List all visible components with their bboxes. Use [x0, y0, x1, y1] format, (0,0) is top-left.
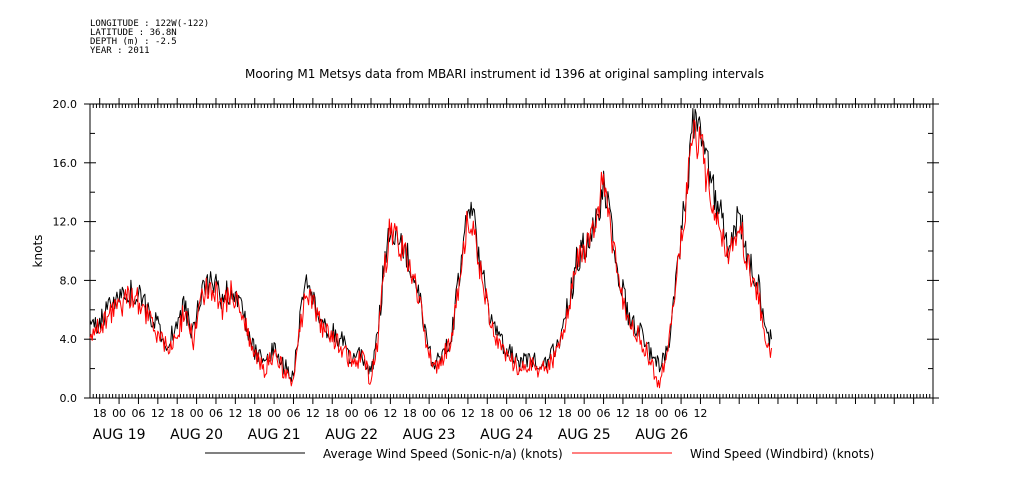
x-tick-label: 00 — [422, 407, 436, 420]
x-tick-label: 18 — [403, 407, 417, 420]
x-tick-label: 06 — [286, 407, 300, 420]
x-tick-label: 12 — [228, 407, 242, 420]
x-tick-label: 12 — [538, 407, 552, 420]
year-label: YEAR : 2011 — [90, 46, 150, 56]
day-label: AUG 24 — [480, 427, 533, 443]
legend-label-average: Average Wind Speed (Sonic-n/a) (knots) — [323, 447, 563, 461]
day-label: AUG 21 — [248, 427, 301, 443]
longitude-label: LONGITUDE : 122W(-122) — [90, 19, 210, 29]
x-tick-label: 00 — [577, 407, 591, 420]
day-label: AUG 20 — [170, 427, 223, 443]
legend: Average Wind Speed (Sonic-n/a) (knots) Wi… — [205, 447, 874, 461]
x-tick-label: 18 — [635, 407, 649, 420]
x-tick-label: 06 — [364, 407, 378, 420]
x-tick-label: 12 — [616, 407, 630, 420]
y-tick-label: 12.0 — [53, 216, 78, 229]
day-label: AUG 25 — [558, 427, 611, 443]
day-label: AUG 22 — [325, 427, 378, 443]
y-tick-label: 0.0 — [60, 392, 78, 405]
y-tick-label: 4.0 — [60, 333, 78, 346]
metadata-block: LONGITUDE : 122W(-122) LATITUDE : 36.8N … — [90, 20, 209, 56]
x-tick-label: 18 — [248, 407, 262, 420]
y-axis-label: knots — [31, 235, 45, 268]
x-tick-label: 00 — [112, 407, 126, 420]
x-tick-label: 00 — [655, 407, 669, 420]
y-tick-label: 16.0 — [53, 157, 78, 170]
x-tick-label: 18 — [325, 407, 339, 420]
day-label: AUG 26 — [635, 427, 688, 443]
day-label: AUG 23 — [403, 427, 456, 443]
x-tick-label: 12 — [151, 407, 165, 420]
axes-layer: 18 00 06 12 18 00 06 12 18 00 06 12 18 00 06 12 18 00 06 12… — [31, 98, 939, 443]
x-tick-label: 18 — [480, 407, 494, 420]
day-label: AUG 19 — [93, 427, 146, 443]
x-tick-label: 06 — [131, 407, 145, 420]
x-tick-label: 12 — [306, 407, 320, 420]
x-tick-label: 06 — [519, 407, 533, 420]
x-tick-label: 00 — [345, 407, 359, 420]
series-windbird-wind-speed-line — [89, 119, 772, 389]
chart-title: Mooring M1 Metsys data from MBARI instru… — [245, 67, 764, 81]
x-tick-label: 18 — [558, 407, 572, 420]
x-tick-label: 18 — [93, 407, 107, 420]
x-tick-label: 06 — [442, 407, 456, 420]
y-tick-label: 8.0 — [60, 274, 78, 287]
x-tick-label: 12 — [693, 407, 707, 420]
depth-label: DEPTH (m) : -2.5 — [90, 37, 177, 47]
x-tick-label: 12 — [461, 407, 475, 420]
y-tick-label: 20.0 — [53, 98, 78, 111]
latitude-label: LATITUDE : 36.8N — [90, 28, 177, 38]
legend-label-windbird: Wind Speed (Windbird) (knots) — [690, 447, 874, 461]
x-tick-label: 06 — [674, 407, 688, 420]
x-tick-label: 18 — [170, 407, 184, 420]
x-tick-label: 00 — [267, 407, 281, 420]
x-tick-label: 12 — [383, 407, 397, 420]
x-tick-label: 00 — [190, 407, 204, 420]
x-tick-label: 06 — [209, 407, 223, 420]
series-layer — [89, 108, 772, 389]
x-tick-label: 00 — [500, 407, 514, 420]
x-tick-label: 06 — [597, 407, 611, 420]
